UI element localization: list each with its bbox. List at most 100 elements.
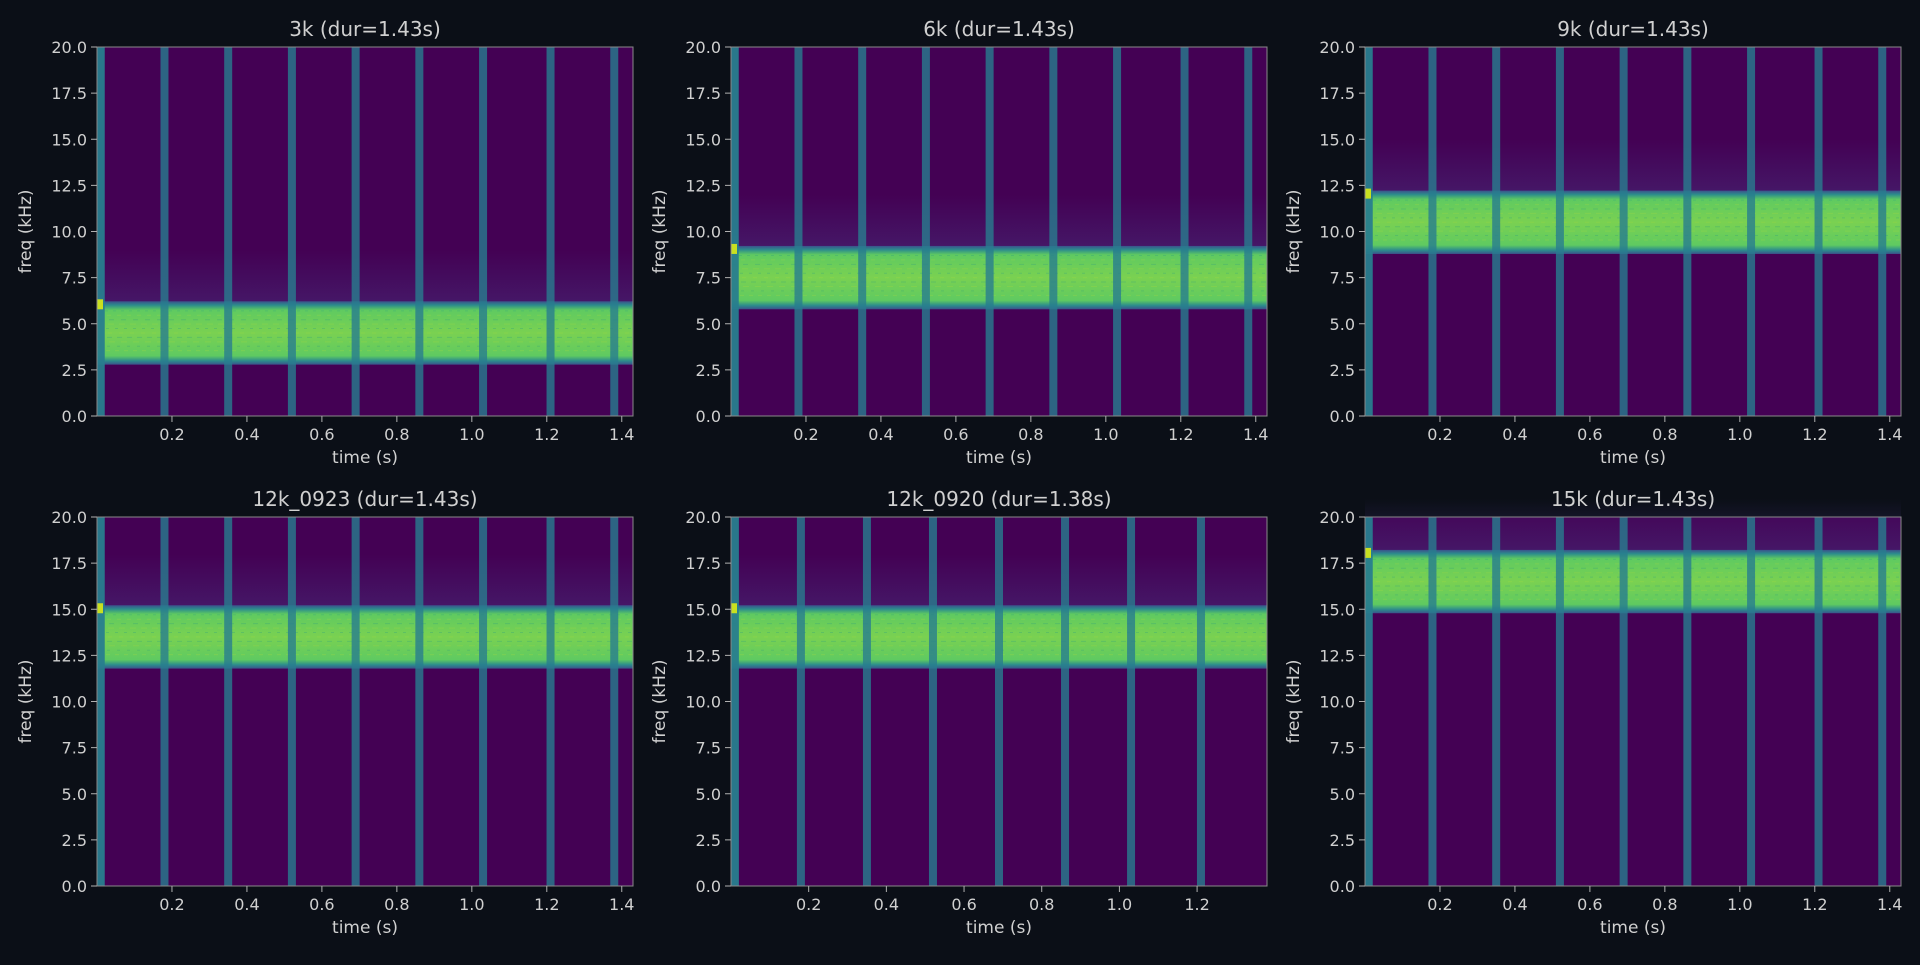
- band-haze: [1365, 498, 1901, 554]
- y-tick-label: 2.5: [1330, 831, 1355, 850]
- y-tick-label: 5.0: [1330, 315, 1355, 334]
- x-tick-label: 0.4: [1502, 425, 1527, 444]
- onset-marker: [97, 299, 103, 310]
- x-tick-label: 0.8: [1652, 895, 1677, 914]
- click-stripe: [921, 47, 930, 416]
- click-stripe: [479, 517, 488, 886]
- band-haze: [97, 554, 633, 610]
- chart-title: 6k (dur=1.43s): [923, 17, 1075, 41]
- click-stripe: [351, 517, 360, 886]
- y-tick-label: 17.5: [51, 554, 87, 573]
- click-stripe: [862, 517, 871, 886]
- click-stripe: [610, 517, 619, 886]
- band-texture: [731, 254, 1267, 296]
- click-stripe: [1747, 47, 1756, 416]
- click-stripe: [1113, 47, 1122, 416]
- y-axis-label: freq (kHz): [650, 189, 670, 273]
- frequency-band: [97, 605, 633, 669]
- click-stripe: [1127, 517, 1136, 886]
- y-tick-label: 12.5: [685, 646, 721, 665]
- y-tick-label: 12.5: [51, 646, 87, 665]
- x-tick-label: 1.2: [1802, 425, 1827, 444]
- frequency-band: [1365, 549, 1901, 614]
- click-stripe: [1619, 517, 1628, 886]
- click-stripe: [730, 47, 739, 416]
- x-axis-label: time (s): [1600, 448, 1666, 468]
- x-tick-label: 1.2: [534, 895, 559, 914]
- click-stripe: [1555, 47, 1564, 416]
- x-axis-label: time (s): [966, 918, 1032, 938]
- x-tick-label: 0.4: [234, 425, 259, 444]
- y-tick-label: 5.0: [1330, 785, 1355, 804]
- y-tick-label: 10.0: [51, 223, 87, 242]
- y-tick-label: 20.0: [685, 38, 721, 57]
- y-tick-label: 12.5: [685, 176, 721, 195]
- click-stripe: [224, 517, 233, 886]
- click-stripe: [1492, 47, 1501, 416]
- y-tick-label: 0.0: [1330, 877, 1355, 896]
- y-tick-label: 5.0: [696, 785, 721, 804]
- x-tick-label: 0.6: [1577, 895, 1602, 914]
- click-stripe: [1492, 517, 1501, 886]
- y-tick-label: 5.0: [62, 315, 87, 334]
- x-tick-label: 0.4: [1502, 895, 1527, 914]
- x-tick-label: 0.2: [796, 895, 821, 914]
- x-tick-label: 0.4: [874, 895, 899, 914]
- y-tick-label: 10.0: [685, 693, 721, 712]
- x-tick-label: 1.2: [1168, 425, 1193, 444]
- y-axis-label: freq (kHz): [1284, 189, 1304, 273]
- click-stripe: [858, 47, 867, 416]
- x-tick-label: 0.6: [951, 895, 976, 914]
- click-stripe: [1619, 47, 1628, 416]
- x-tick-label: 0.8: [1652, 425, 1677, 444]
- spectrogram-panel-4: 0.2 0.4 0.6 0.8 1.0 1.2 1.4 0.0 2.5 5.0 7.5 10.0 12.…: [16, 487, 634, 938]
- x-axis-label: time (s): [332, 448, 398, 468]
- y-tick-label: 10.0: [1319, 693, 1355, 712]
- y-tick-label: 7.5: [1330, 739, 1355, 758]
- y-tick-label: 20.0: [1319, 508, 1355, 527]
- x-tick-label: 0.4: [868, 425, 893, 444]
- y-axis-label: freq (kHz): [16, 659, 36, 743]
- click-stripe: [1061, 517, 1070, 886]
- x-tick-label: 0.2: [159, 895, 184, 914]
- y-tick-label: 7.5: [62, 739, 87, 758]
- band-haze: [97, 250, 633, 306]
- click-stripe: [1428, 47, 1437, 416]
- frequency-band: [731, 245, 1267, 310]
- click-stripe: [479, 47, 488, 416]
- click-stripe: [610, 47, 619, 416]
- y-tick-label: 20.0: [685, 508, 721, 527]
- spectrogram-panel-1: 0.2 0.4 0.6 0.8 1.0 1.2 1.4 0.0 2.5 5.0 7.5 10.0 12.…: [16, 17, 634, 468]
- y-tick-label: 0.0: [696, 877, 721, 896]
- y-tick-label: 2.5: [62, 361, 87, 380]
- click-stripe: [1555, 517, 1564, 886]
- y-tick-label: 15.0: [1319, 600, 1355, 619]
- band-texture: [97, 614, 633, 656]
- y-tick-label: 15.0: [685, 130, 721, 149]
- click-stripe: [1364, 517, 1373, 886]
- click-stripe: [794, 47, 803, 416]
- x-tick-label: 0.4: [234, 895, 259, 914]
- y-tick-label: 2.5: [1330, 361, 1355, 380]
- y-tick-label: 20.0: [1319, 38, 1355, 57]
- x-tick-label: 1.0: [1727, 425, 1752, 444]
- y-tick-label: 7.5: [696, 739, 721, 758]
- y-tick-label: 5.0: [62, 785, 87, 804]
- x-tick-label: 1.0: [1727, 895, 1752, 914]
- x-tick-label: 0.8: [384, 895, 409, 914]
- click-stripe: [1244, 47, 1253, 416]
- x-tick-label: 1.4: [1243, 425, 1268, 444]
- x-tick-label: 0.8: [384, 425, 409, 444]
- y-axis-label: freq (kHz): [650, 659, 670, 743]
- y-tick-label: 12.5: [1319, 646, 1355, 665]
- click-stripe: [1196, 517, 1205, 886]
- y-axis-label: freq (kHz): [1284, 659, 1304, 743]
- y-tick-label: 2.5: [62, 831, 87, 850]
- click-stripe: [287, 517, 296, 886]
- y-tick-label: 17.5: [685, 84, 721, 103]
- frequency-band: [97, 301, 633, 365]
- chart-title: 15k (dur=1.43s): [1551, 487, 1715, 511]
- y-tick-label: 0.0: [62, 877, 87, 896]
